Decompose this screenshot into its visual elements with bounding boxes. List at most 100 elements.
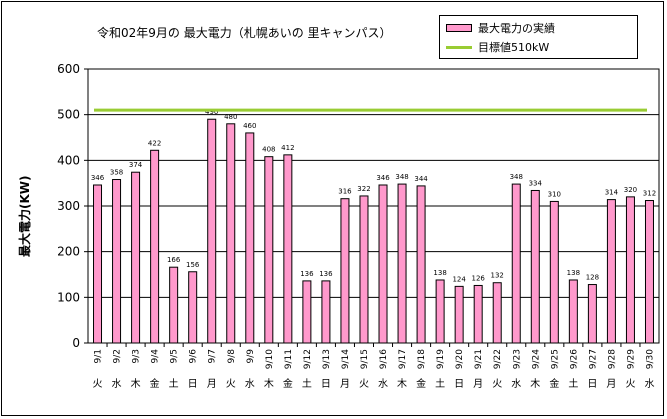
x-tick-label: 9/4 xyxy=(151,349,161,364)
data-label: 136 xyxy=(319,270,333,278)
x-tick-label: 9/27 xyxy=(588,349,598,369)
weekday-label: 日 xyxy=(587,379,597,390)
weekday-label: 火 xyxy=(625,378,635,390)
x-tick-label: 9/14 xyxy=(341,349,351,369)
weekday-label: 月 xyxy=(606,378,616,390)
bar xyxy=(226,123,236,344)
weekday-label: 金 xyxy=(150,377,160,390)
data-label: 348 xyxy=(510,173,523,181)
x-tick-label: 9/19 xyxy=(436,349,446,369)
x-tick-label: 9/26 xyxy=(569,349,579,369)
weekday-label: 土 xyxy=(435,377,445,390)
weekday-label: 金 xyxy=(549,377,559,390)
bar xyxy=(169,266,179,344)
bar xyxy=(644,200,654,344)
data-label: 480 xyxy=(224,113,237,121)
y-tick-label: 600 xyxy=(57,62,80,76)
legend-item-bar: 最大電力の実績 xyxy=(446,20,555,36)
weekday-label: 土 xyxy=(169,377,179,390)
weekday-label: 日 xyxy=(454,379,464,390)
data-label: 132 xyxy=(491,272,504,280)
weekday-label: 水 xyxy=(644,378,654,390)
x-tick-label: 9/16 xyxy=(379,349,389,369)
bar xyxy=(321,280,331,344)
weekday-label: 土 xyxy=(302,377,312,390)
x-tick-label: 9/10 xyxy=(265,349,275,369)
bar xyxy=(625,196,635,344)
bar xyxy=(530,189,540,344)
data-label: 408 xyxy=(262,146,275,154)
y-axis-label: 最大電力(KW) xyxy=(18,175,32,257)
bar xyxy=(359,195,369,344)
x-tick-label: 9/12 xyxy=(303,349,313,369)
bar xyxy=(264,156,274,344)
data-label: 348 xyxy=(395,173,408,181)
bar xyxy=(397,183,407,344)
legend-swatch-bar xyxy=(446,24,472,32)
weekday-label: 木 xyxy=(131,378,141,390)
data-label: 312 xyxy=(643,190,656,198)
bar xyxy=(454,285,464,344)
data-label: 138 xyxy=(567,269,580,277)
bar xyxy=(587,284,597,344)
x-tick-label: 9/30 xyxy=(645,349,655,369)
x-tick-label: 9/15 xyxy=(360,349,370,369)
weekday-label: 木 xyxy=(397,378,407,390)
data-label: 344 xyxy=(414,175,428,183)
weekday-label: 火 xyxy=(226,378,236,390)
legend-label-target: 目標値510kW xyxy=(478,41,550,54)
weekday-label: 月 xyxy=(207,378,217,390)
data-label: 138 xyxy=(433,269,446,277)
weekday-label: 火 xyxy=(492,378,502,390)
weekday-label: 水 xyxy=(245,378,255,390)
x-tick-label: 9/9 xyxy=(246,349,256,364)
weekday-label: 月 xyxy=(340,378,350,390)
x-tick-label: 9/25 xyxy=(550,349,560,369)
data-label: 166 xyxy=(167,256,181,264)
x-tick-label: 9/5 xyxy=(170,349,180,363)
bar xyxy=(340,198,350,344)
bar xyxy=(150,149,160,344)
x-tick-label: 9/22 xyxy=(493,349,503,369)
bar xyxy=(492,282,502,344)
weekday-label: 火 xyxy=(359,378,369,390)
y-tick-label: 400 xyxy=(57,153,80,167)
bar xyxy=(302,280,312,344)
x-tick-label: 9/11 xyxy=(284,349,294,369)
data-label: 124 xyxy=(452,275,466,283)
bar xyxy=(549,200,559,344)
bar xyxy=(473,284,483,344)
weekday-label: 日 xyxy=(321,379,331,390)
bar xyxy=(188,271,198,344)
weekday-label: 月 xyxy=(473,378,483,390)
y-tick-label: 500 xyxy=(57,108,80,122)
data-label: 316 xyxy=(338,188,352,196)
weekday-label: 金 xyxy=(416,377,426,390)
bar xyxy=(568,279,578,344)
data-label: 334 xyxy=(529,179,543,187)
x-tick-label: 9/24 xyxy=(531,349,541,369)
data-label: 358 xyxy=(110,169,123,177)
x-tick-label: 9/21 xyxy=(474,349,484,369)
y-tick-label: 300 xyxy=(57,199,80,213)
x-tick-label: 9/7 xyxy=(208,349,218,363)
data-label: 490 xyxy=(205,108,218,116)
weekday-label: 木 xyxy=(530,378,540,390)
bar xyxy=(606,199,616,344)
weekday-label: 水 xyxy=(112,378,122,390)
x-tick-label: 9/20 xyxy=(455,349,465,369)
data-label: 314 xyxy=(605,189,619,197)
bar xyxy=(378,184,388,344)
weekday-label: 日 xyxy=(188,379,198,390)
data-label: 136 xyxy=(300,270,314,278)
plot-border xyxy=(87,68,660,344)
bar xyxy=(207,118,217,344)
x-tick-label: 9/17 xyxy=(398,349,408,369)
legend-item-target: 目標値510kW xyxy=(446,39,549,55)
x-tick-label: 9/23 xyxy=(512,349,522,369)
legend-label-bar: 最大電力の実績 xyxy=(478,22,555,35)
bar xyxy=(112,179,122,344)
x-tick-label: 9/28 xyxy=(607,349,617,369)
data-label: 460 xyxy=(243,122,256,130)
